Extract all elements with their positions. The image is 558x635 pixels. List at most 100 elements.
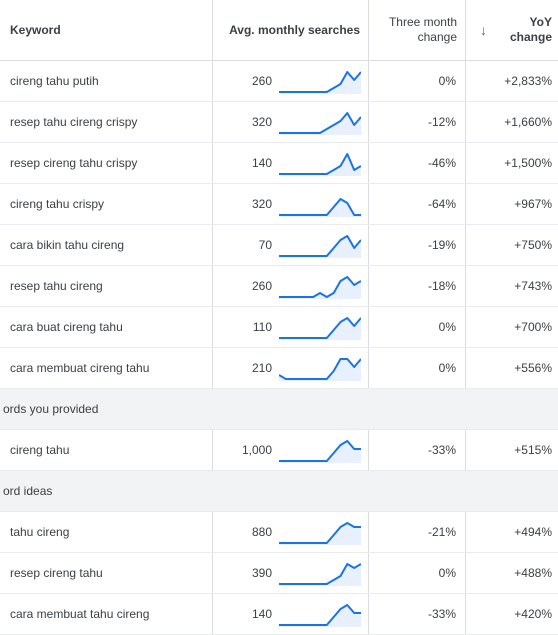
- yoy-change-cell: +1,660%: [465, 102, 558, 142]
- sparkline-area: [279, 523, 361, 545]
- yoy-change-cell: +750%: [465, 225, 558, 265]
- yoy-change-cell: +1,500%: [465, 143, 558, 183]
- three-month-change-cell: -12%: [368, 102, 465, 142]
- avg-searches-cell: 880: [212, 512, 272, 552]
- sparkline-area: [279, 277, 361, 299]
- trend-cell: [279, 512, 361, 552]
- trend-cell: [279, 594, 361, 634]
- keyword-cell: tahu cireng: [10, 525, 70, 539]
- table-row[interactable]: cireng tahu putih 260 0% +2,833%: [0, 61, 558, 102]
- sparkline-area: [279, 441, 361, 463]
- sparkline-line: [279, 522, 361, 544]
- trend-cell: [279, 102, 361, 142]
- table-row[interactable]: cara bikin tahu cireng 70 -19% +750%: [0, 225, 558, 266]
- avg-searches-cell: 320: [212, 184, 272, 224]
- trend-sparkline: [279, 153, 361, 176]
- yoy-change-cell: +700%: [465, 307, 558, 347]
- avg-searches-cell: 140: [212, 143, 272, 183]
- arrow-down-icon[interactable]: ↓: [480, 21, 487, 38]
- table-row[interactable]: resep tahu cireng crispy 320 -12% +1,660%: [0, 102, 558, 143]
- column-header-keyword[interactable]: Keyword: [10, 23, 61, 37]
- yoy-change-cell: +420%: [465, 594, 558, 634]
- section-header-provided: ords you provided: [0, 389, 558, 430]
- trend-sparkline: [279, 71, 361, 94]
- keyword-cell: resep cireng tahu: [10, 566, 103, 580]
- sparkline-area: [279, 199, 361, 217]
- keyword-cell: resep tahu cireng: [10, 279, 103, 293]
- sparkline-area: [279, 72, 361, 94]
- trend-cell: [279, 184, 361, 224]
- avg-searches-cell: 70: [212, 225, 272, 265]
- sparkline-area: [279, 113, 361, 135]
- avg-searches-cell: 260: [212, 266, 272, 306]
- three-month-change-cell: -33%: [368, 430, 465, 470]
- trend-sparkline: [279, 235, 361, 258]
- trend-sparkline: [279, 198, 361, 217]
- sparkline-line: [279, 112, 361, 134]
- sparkline-line: [279, 358, 361, 380]
- three-month-change-cell: -21%: [368, 512, 465, 552]
- sparkline-area: [279, 605, 361, 627]
- trend-sparkline: [279, 276, 361, 299]
- table-row[interactable]: resep cireng tahu 390 0% +488%: [0, 553, 558, 594]
- table-header: Keyword Avg. monthly searches Three mont…: [0, 0, 558, 61]
- trend-cell: [279, 61, 361, 101]
- sparkline-line: [279, 317, 361, 339]
- sparkline-line: [279, 276, 361, 298]
- avg-searches-cell: 210: [212, 348, 272, 388]
- trend-sparkline: [279, 317, 361, 340]
- column-header-three-month-change[interactable]: Three month change: [368, 0, 465, 60]
- trend-cell: [279, 348, 361, 388]
- yoy-change-cell: +2,833%: [465, 61, 558, 101]
- sparkline-area: [279, 154, 361, 176]
- keyword-cell: cireng tahu putih: [10, 74, 99, 88]
- yoy-change-cell: +967%: [465, 184, 558, 224]
- trend-sparkline: [279, 604, 361, 627]
- avg-searches-cell: 320: [212, 102, 272, 142]
- column-header-avg-monthly-searches[interactable]: Avg. monthly searches: [212, 0, 368, 60]
- keyword-cell: cireng tahu crispy: [10, 197, 105, 211]
- avg-searches-cell: 140: [212, 594, 272, 634]
- three-month-change-cell: 0%: [368, 61, 465, 101]
- keyword-cell: cireng tahu: [10, 443, 70, 457]
- table-row[interactable]: resep tahu cireng 260 -18% +743%: [0, 266, 558, 307]
- trend-sparkline: [279, 440, 361, 463]
- keyword-cell: resep cireng tahu crispy: [10, 156, 138, 170]
- table-row[interactable]: cara buat cireng tahu 110 0% +700%: [0, 307, 558, 348]
- three-month-change-cell: -18%: [368, 266, 465, 306]
- trend-sparkline: [279, 358, 361, 381]
- three-month-change-cell: -46%: [368, 143, 465, 183]
- table-row[interactable]: cireng tahu crispy 320 -64% +967%: [0, 184, 558, 225]
- three-month-change-cell: -64%: [368, 184, 465, 224]
- sparkline-line: [279, 235, 361, 257]
- three-month-change-cell: 0%: [368, 553, 465, 593]
- table-row[interactable]: cireng tahu 1,000 -33% +515%: [0, 430, 558, 471]
- trend-cell: [279, 266, 361, 306]
- section-header-ideas: ord ideas: [0, 471, 558, 512]
- avg-searches-cell: 1,000: [212, 430, 272, 470]
- table-row[interactable]: tahu cireng 880 -21% +494%: [0, 512, 558, 553]
- three-month-change-cell: -19%: [368, 225, 465, 265]
- trend-sparkline: [279, 563, 361, 586]
- sparkline-area: [279, 564, 361, 586]
- yoy-change-cell: +494%: [465, 512, 558, 552]
- table-row[interactable]: cara membuat cireng tahu 210 0% +556%: [0, 348, 558, 389]
- three-month-change-cell: 0%: [368, 348, 465, 388]
- three-month-change-cell: -33%: [368, 594, 465, 634]
- keyword-cell: cara membuat cireng tahu: [10, 361, 150, 375]
- yoy-change-cell: +515%: [465, 430, 558, 470]
- trend-cell: [279, 143, 361, 183]
- yoy-change-cell: +488%: [465, 553, 558, 593]
- trend-cell: [279, 430, 361, 470]
- sparkline-line: [279, 71, 361, 93]
- keyword-cell: resep tahu cireng crispy: [10, 115, 138, 129]
- trend-cell: [279, 307, 361, 347]
- keyword-cell: cara membuat tahu cireng: [10, 607, 150, 621]
- sparkline-line: [279, 440, 361, 462]
- table-row[interactable]: resep cireng tahu crispy 140 -46% +1,500%: [0, 143, 558, 184]
- trend-sparkline: [279, 522, 361, 545]
- column-header-yoy-change[interactable]: ↓ YoY change: [465, 0, 558, 60]
- yoy-change-cell: +556%: [465, 348, 558, 388]
- keyword-cell: cara buat cireng tahu: [10, 320, 123, 334]
- sparkline-line: [279, 563, 361, 585]
